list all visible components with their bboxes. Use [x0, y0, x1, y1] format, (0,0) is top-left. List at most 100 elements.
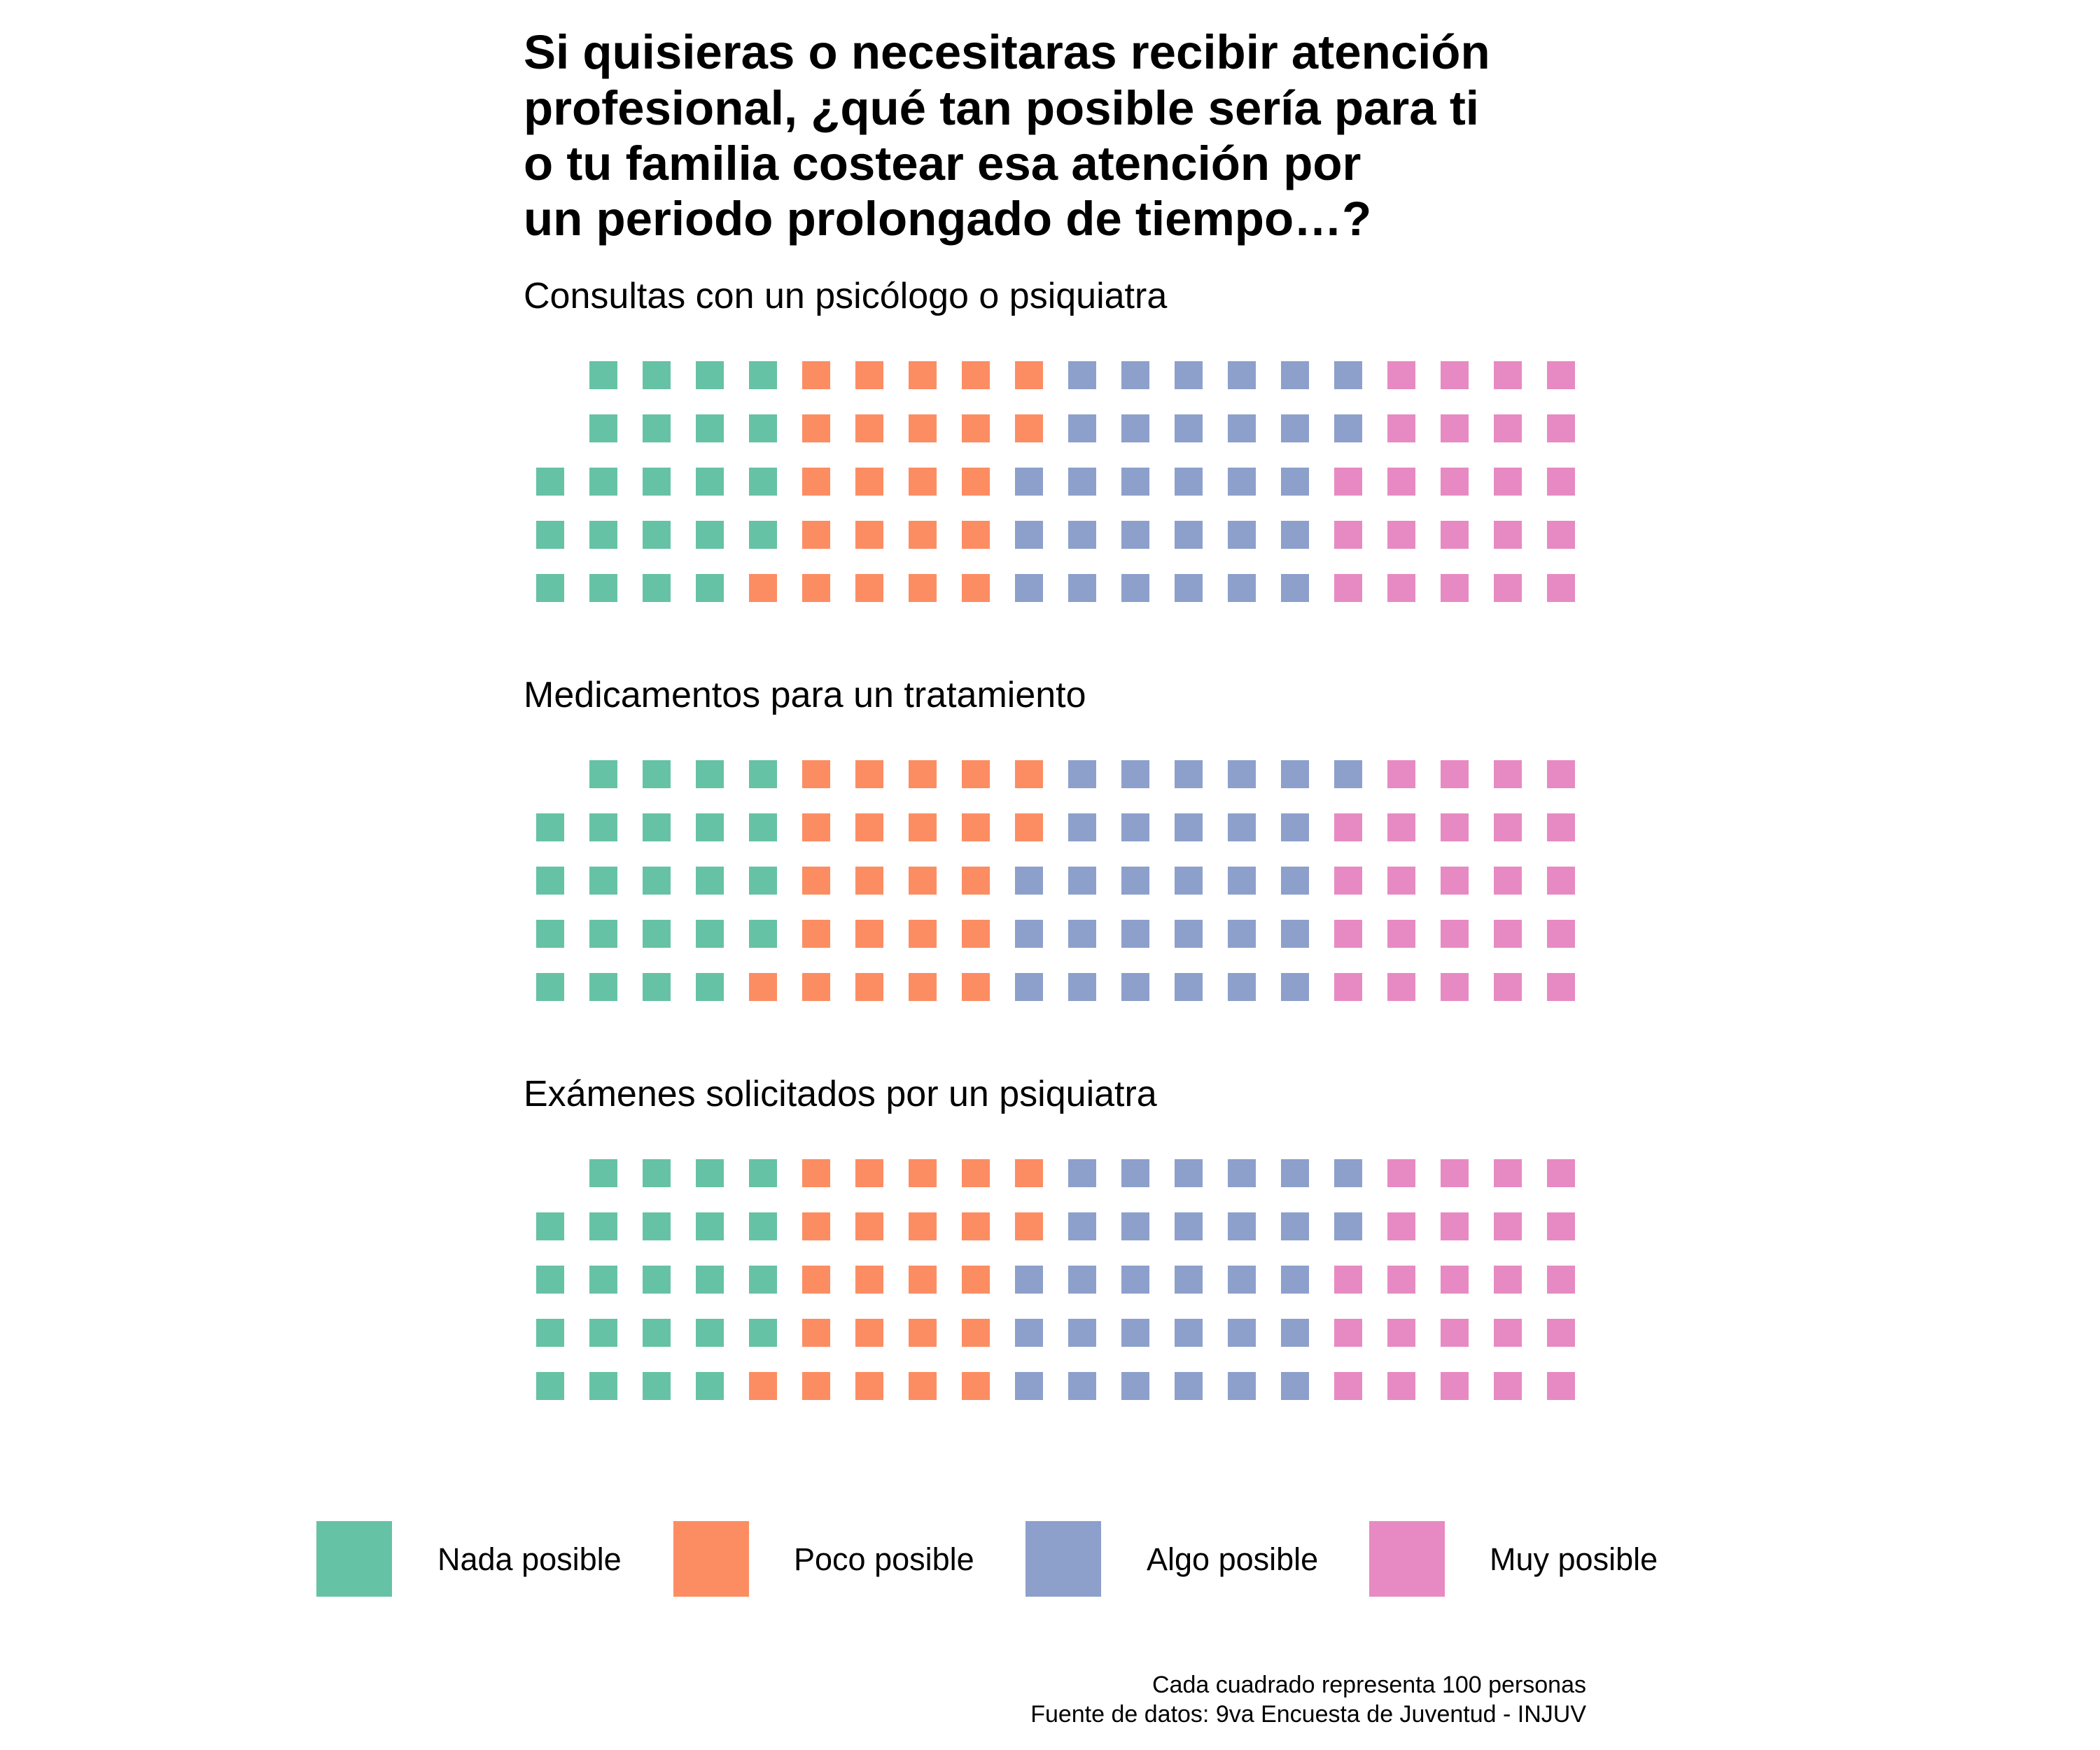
waffle-square-nada-posible — [643, 867, 671, 895]
waffle-square-muy-posible — [1334, 867, 1362, 895]
waffle-square-muy-posible — [1547, 1319, 1575, 1347]
waffle-square-poco-posible — [962, 1266, 990, 1294]
waffle-square-poco-posible — [962, 361, 990, 389]
waffle-square-algo-posible — [1068, 813, 1096, 841]
waffle-square-poco-posible — [802, 1212, 830, 1240]
waffle-square-nada-posible — [643, 574, 671, 602]
waffle-square-poco-posible — [1015, 1212, 1043, 1240]
waffle-square-nada-posible — [589, 1372, 617, 1400]
waffle-square-muy-posible — [1547, 867, 1575, 895]
waffle-square-algo-posible — [1121, 1212, 1149, 1240]
waffle-square-muy-posible — [1441, 414, 1469, 442]
waffle-square-algo-posible — [1228, 1212, 1256, 1240]
chart-title: Si quisieras o necesitaras recibir atenc… — [524, 25, 1490, 246]
waffle-square-algo-posible — [1175, 361, 1203, 389]
waffle-square-muy-posible — [1441, 468, 1469, 496]
waffle-square-nada-posible — [589, 414, 617, 442]
waffle-square-algo-posible — [1228, 1159, 1256, 1187]
waffle-square-poco-posible — [1015, 361, 1043, 389]
waffle-square-nada-posible — [643, 1266, 671, 1294]
waffle-square-poco-posible — [1015, 760, 1043, 788]
waffle-square-muy-posible — [1494, 760, 1522, 788]
waffle-square-poco-posible — [855, 1266, 883, 1294]
panel-title-medicamentos: Medicamentos para un tratamiento — [524, 675, 1086, 715]
waffle-square-nada-posible — [589, 867, 617, 895]
waffle-square-poco-posible — [909, 1319, 937, 1347]
waffle-square-algo-posible — [1015, 1319, 1043, 1347]
waffle-square-poco-posible — [855, 1212, 883, 1240]
waffle-square-poco-posible — [802, 574, 830, 602]
waffle-square-algo-posible — [1334, 1212, 1362, 1240]
waffle-square-algo-posible — [1175, 1266, 1203, 1294]
waffle-square-nada-posible — [643, 1372, 671, 1400]
waffle-square-nada-posible — [696, 867, 724, 895]
waffle-square-algo-posible — [1121, 468, 1149, 496]
waffle-square-algo-posible — [1228, 574, 1256, 602]
waffle-square-algo-posible — [1228, 973, 1256, 1001]
chart-title-line-1: Si quisieras o necesitaras recibir atenc… — [524, 25, 1490, 79]
waffle-grid-medicamentos — [536, 760, 1575, 1001]
panel-title-examenes: Exámenes solicitados por un psiquiatra — [524, 1074, 1157, 1114]
waffle-square-algo-posible — [1068, 1212, 1096, 1240]
waffle-square-poco-posible — [855, 1159, 883, 1187]
waffle-square-nada-posible — [696, 813, 724, 841]
waffle-square-muy-posible — [1547, 920, 1575, 948]
waffle-square-algo-posible — [1121, 361, 1149, 389]
waffle-square-nada-posible — [643, 973, 671, 1001]
waffle-square-nada-posible — [536, 813, 564, 841]
waffle-square-poco-posible — [962, 813, 990, 841]
waffle-square-muy-posible — [1334, 813, 1362, 841]
waffle-square-algo-posible — [1175, 973, 1203, 1001]
waffle-square-nada-posible — [536, 1372, 564, 1400]
legend-label-nada-posible: Nada posible — [438, 1541, 622, 1577]
waffle-square-poco-posible — [802, 1266, 830, 1294]
waffle-square-poco-posible — [802, 813, 830, 841]
waffle-square-algo-posible — [1228, 521, 1256, 549]
waffle-square-nada-posible — [589, 1212, 617, 1240]
waffle-square-muy-posible — [1334, 468, 1362, 496]
waffle-square-algo-posible — [1281, 521, 1309, 549]
waffle-square-muy-posible — [1387, 574, 1415, 602]
waffle-square-muy-posible — [1547, 1159, 1575, 1187]
waffle-square-poco-posible — [749, 574, 777, 602]
waffle-square-muy-posible — [1494, 468, 1522, 496]
waffle-square-nada-posible — [749, 521, 777, 549]
waffle-square-muy-posible — [1334, 574, 1362, 602]
waffle-square-algo-posible — [1015, 867, 1043, 895]
waffle-square-algo-posible — [1121, 973, 1149, 1001]
waffle-square-algo-posible — [1334, 361, 1362, 389]
waffle-square-nada-posible — [643, 414, 671, 442]
waffle-square-muy-posible — [1441, 574, 1469, 602]
waffle-square-poco-posible — [802, 1372, 830, 1400]
waffle-square-algo-posible — [1281, 1319, 1309, 1347]
waffle-square-poco-posible — [909, 867, 937, 895]
waffle-square-algo-posible — [1175, 920, 1203, 948]
waffle-square-poco-posible — [802, 521, 830, 549]
waffle-square-poco-posible — [855, 920, 883, 948]
waffle-square-poco-posible — [909, 973, 937, 1001]
waffle-square-nada-posible — [536, 574, 564, 602]
waffle-square-poco-posible — [962, 414, 990, 442]
waffle-square-algo-posible — [1068, 468, 1096, 496]
waffle-square-muy-posible — [1441, 521, 1469, 549]
waffle-square-nada-posible — [749, 920, 777, 948]
waffle-square-nada-posible — [536, 867, 564, 895]
waffle-square-algo-posible — [1068, 760, 1096, 788]
waffle-square-muy-posible — [1441, 920, 1469, 948]
waffle-square-nada-posible — [749, 1212, 777, 1240]
waffle-square-nada-posible — [643, 1319, 671, 1347]
waffle-square-poco-posible — [855, 760, 883, 788]
waffle-square-poco-posible — [909, 1212, 937, 1240]
waffle-square-nada-posible — [696, 1266, 724, 1294]
waffle-square-algo-posible — [1228, 361, 1256, 389]
waffle-square-poco-posible — [909, 574, 937, 602]
waffle-square-algo-posible — [1281, 414, 1309, 442]
waffle-square-algo-posible — [1068, 521, 1096, 549]
waffle-square-nada-posible — [589, 521, 617, 549]
waffle-square-nada-posible — [749, 361, 777, 389]
waffle-square-algo-posible — [1281, 1266, 1309, 1294]
waffle-square-poco-posible — [855, 1372, 883, 1400]
waffle-square-nada-posible — [643, 813, 671, 841]
waffle-square-algo-posible — [1121, 920, 1149, 948]
waffle-square-nada-posible — [696, 760, 724, 788]
